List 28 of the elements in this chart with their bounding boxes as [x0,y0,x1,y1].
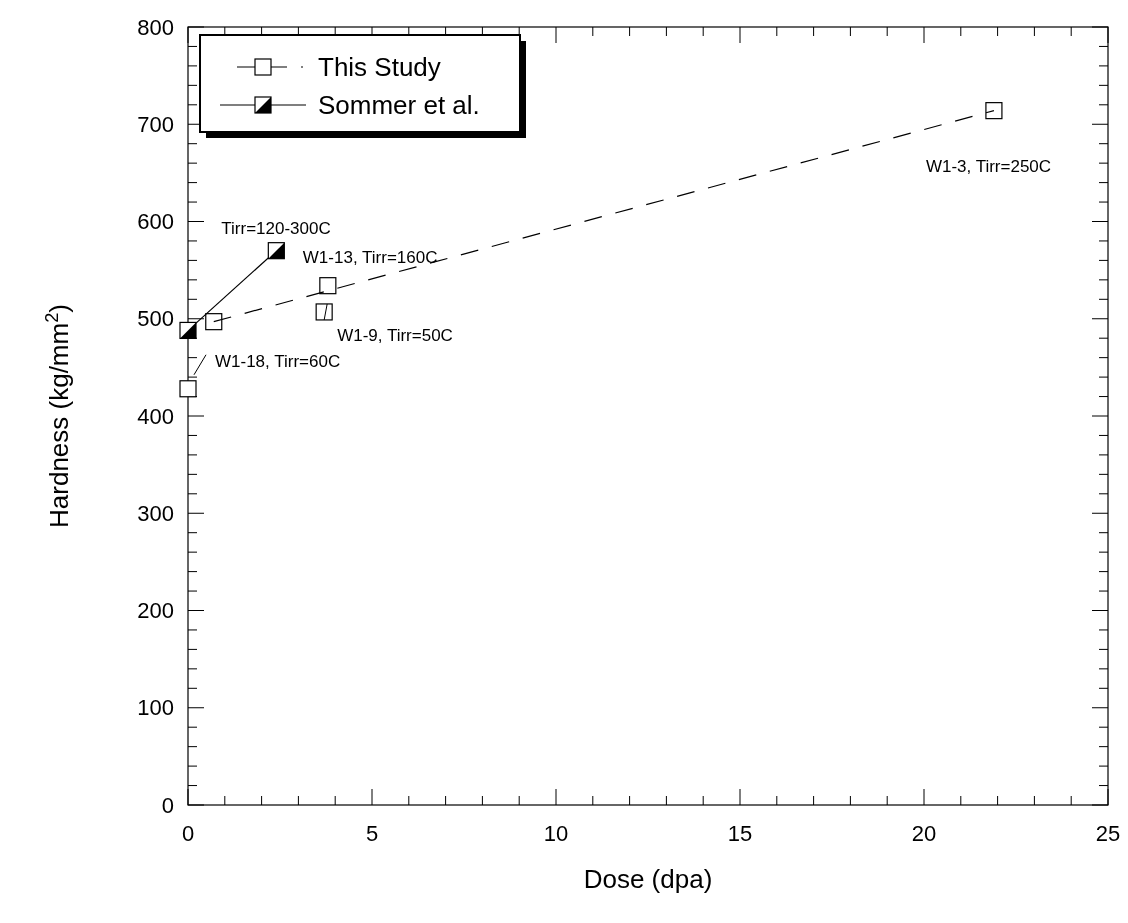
legend-label: This Study [318,52,441,83]
y-tick-label: 600 [137,209,174,235]
y-tick-label: 100 [137,695,174,721]
legend-label: Sommer et al. [318,90,480,121]
y-tick-label: 400 [137,403,174,429]
y-tick-label: 500 [137,306,174,332]
point [319,277,337,295]
y-tick-label: 700 [137,111,174,137]
x-axis-title: Dose (dpa) [583,864,713,894]
annotation: W1-3, Tirr=250C [925,156,1052,176]
x-tick-label: 15 [727,821,753,846]
annotation: W1-18, Tirr=60C [215,351,341,371]
annotation: W1-13, Tirr=160C [302,247,438,267]
x-tick-label: 10 [543,821,569,846]
y-tick-label: 800 [137,14,174,40]
x-tick-label: 20 [911,821,937,846]
y-tick-label: 300 [137,500,174,526]
point [985,102,1003,120]
x-tick-label: 5 [365,821,379,846]
y-tick-label: 0 [161,792,174,818]
annotation: Tirr=120-300C [221,218,331,238]
point [179,380,197,398]
x-tick-label: 25 [1095,821,1121,846]
y-tick-label: 200 [137,598,174,624]
point [315,303,333,321]
annotation: W1-9, Tirr=50C [337,325,453,345]
x-tick-label: 0 [181,821,195,846]
point [205,313,223,331]
